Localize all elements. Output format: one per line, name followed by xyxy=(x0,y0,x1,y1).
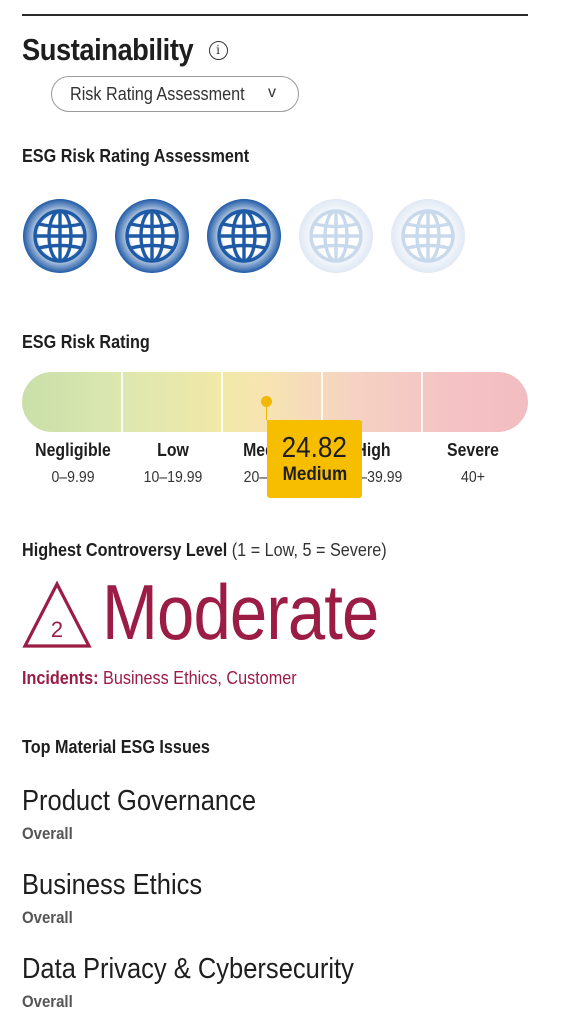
globe-rating xyxy=(22,198,482,274)
page-title: Sustainability xyxy=(22,32,194,67)
dropdown-label: Risk Rating Assessment xyxy=(70,83,245,104)
section-title-row: Sustainability i xyxy=(22,32,228,68)
incidents-label: Incidents: xyxy=(22,668,99,688)
issue-name: Data Privacy & Cybersecurity xyxy=(22,953,354,985)
category-name: Severe xyxy=(447,440,499,460)
incidents-line: Incidents: Business Ethics, Customer xyxy=(22,668,297,689)
incidents-value: Business Ethics, Customer xyxy=(103,668,297,688)
score-marker-line xyxy=(266,406,267,420)
info-icon[interactable]: i xyxy=(208,40,228,60)
material-issue-item: Business Ethics Overall xyxy=(22,868,227,928)
gauge-divider xyxy=(421,372,423,432)
category-name: Low xyxy=(157,440,189,460)
score-callout: 24.82 Medium xyxy=(267,420,362,498)
risk-level: Medium xyxy=(282,464,347,485)
material-issue-item: Data Privacy & Cybersecurity Overall xyxy=(22,952,399,1012)
category-negligible: Negligible 0–9.99 xyxy=(22,440,124,487)
category-low: Low 10–19.99 xyxy=(122,440,224,487)
top-divider xyxy=(22,14,528,16)
globe-icon-empty xyxy=(391,199,465,273)
issue-name: Product Governance xyxy=(22,785,257,817)
gauge-divider xyxy=(121,372,123,432)
material-issue-item: Product Governance Overall xyxy=(22,784,288,844)
category-range: 0–9.99 xyxy=(51,469,95,486)
score-marker-dot xyxy=(261,396,272,407)
issue-name: Business Ethics xyxy=(22,869,203,901)
risk-score: 24.82 xyxy=(281,432,348,464)
controversy-heading-label: Highest Controversy Level xyxy=(22,540,228,560)
controversy-level: 2 Moderate xyxy=(22,573,424,651)
gauge-divider xyxy=(221,372,223,432)
controversy-level-word: Moderate xyxy=(102,568,379,656)
controversy-heading: Highest Controversy Level (1 = Low, 5 = … xyxy=(22,540,387,561)
issue-scope: Overall xyxy=(22,908,73,927)
assessment-dropdown[interactable]: Risk Rating Assessment v xyxy=(51,76,299,112)
category-name: High xyxy=(355,440,391,460)
globe-icon-filled xyxy=(207,199,281,273)
issue-scope: Overall xyxy=(22,824,73,843)
assessment-heading: ESG Risk Rating Assessment xyxy=(22,146,250,166)
globe-icon-filled xyxy=(115,199,189,273)
globe-icon-filled xyxy=(23,199,97,273)
risk-rating-heading: ESG Risk Rating xyxy=(22,332,150,352)
category-range: 10–19.99 xyxy=(143,469,203,486)
category-name: Negligible xyxy=(35,440,111,460)
chevron-down-icon: v xyxy=(268,84,276,101)
issue-scope: Overall xyxy=(22,992,73,1011)
globe-icon-empty xyxy=(299,199,373,273)
material-issues-heading: Top Material ESG Issues xyxy=(22,737,210,757)
svg-text:2: 2 xyxy=(51,617,63,642)
category-range: 40+ xyxy=(461,469,485,486)
gauge-divider xyxy=(321,372,323,432)
warning-triangle-icon: 2 xyxy=(22,580,92,648)
category-severe: Severe 40+ xyxy=(422,440,524,487)
controversy-scale-note: (1 = Low, 5 = Severe) xyxy=(231,540,387,560)
